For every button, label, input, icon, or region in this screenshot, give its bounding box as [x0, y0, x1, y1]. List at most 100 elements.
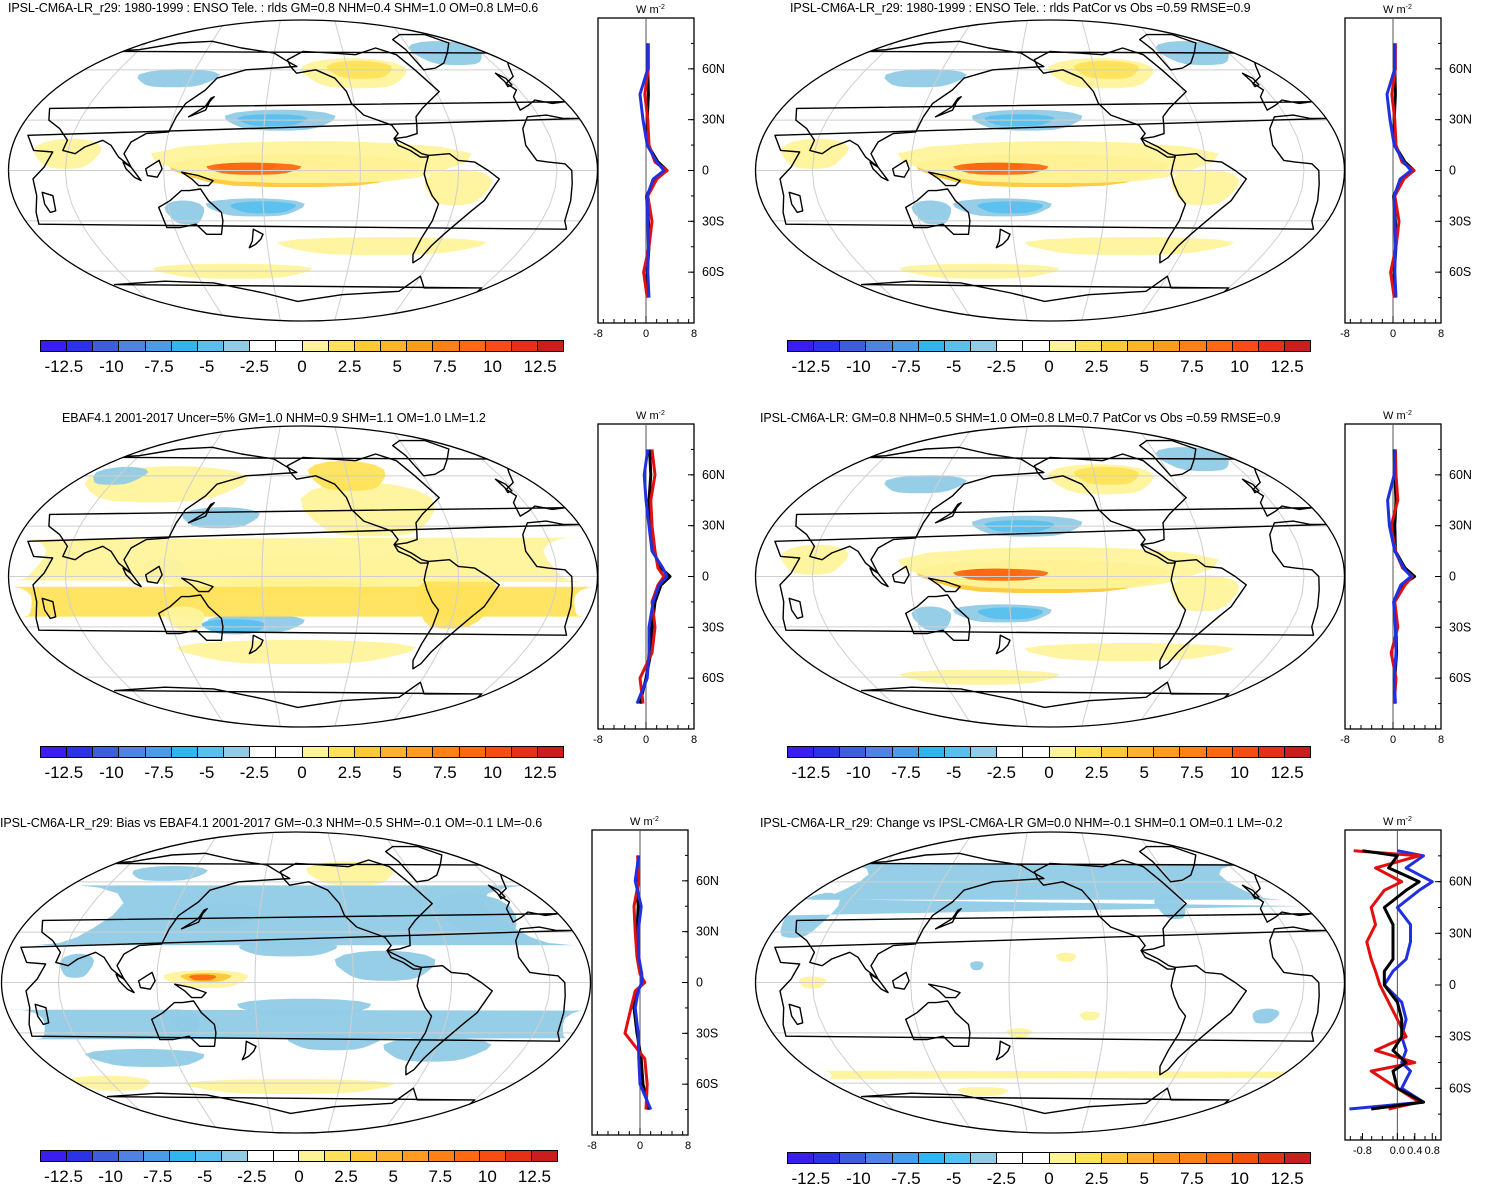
coastline-north-america [286, 453, 440, 546]
colorbar-box [119, 747, 146, 757]
colorbar-label: -2.5 [986, 763, 1017, 782]
colorbar-label: -10 [98, 1167, 123, 1186]
anomaly-patch [953, 568, 1049, 581]
meridian [1008, 19, 1028, 322]
meridian [910, 831, 974, 1134]
zonal-mean-plot: W m-2 60N 30N 0 30S 60S -8 0 8 [1340, 410, 1472, 746]
meridian [811, 425, 920, 728]
colorbar-box [224, 747, 251, 757]
colorbar-box [1075, 1153, 1102, 1163]
coastline-madagascar [788, 1003, 804, 1026]
x-tick-label: -8 [587, 1140, 597, 1152]
anomaly-patch [11, 586, 595, 617]
colorbar-box [1075, 341, 1102, 351]
zonal-mean-plot: W m-2 60N 30N 0 30S 60S -8 0 8 [593, 4, 725, 340]
colorbar-box [197, 747, 225, 757]
colorbar-labels: -12.5 -10 -7.5 -5 -2.5 0 2.5 5 7.5 10 12.5 [787, 758, 1311, 782]
map-body [755, 19, 1345, 322]
colorbar-box [250, 747, 277, 757]
colorbar-box [402, 1151, 429, 1161]
meridian [334, 19, 361, 322]
colorbar-box [892, 341, 919, 351]
colorbar-label: -10 [846, 763, 871, 782]
coastline-uk [487, 884, 506, 900]
zonal-mean-plot: W m-2 60N 30N 0 30S 60S -8 0 8 [593, 410, 725, 746]
colorbar-box [328, 747, 355, 757]
units-label: W m-2 [636, 4, 665, 16]
colorbar-box [433, 341, 460, 351]
series-line-blue [633, 855, 653, 1111]
colorbar-box [1232, 1153, 1259, 1163]
colorbar-box [1154, 1153, 1181, 1163]
colorbar-box [428, 1151, 455, 1161]
coastline-borneo [145, 565, 163, 584]
colorbar-box [1023, 747, 1050, 757]
meridian [1008, 831, 1028, 1134]
colorbar-box [376, 1151, 403, 1161]
graticule [755, 831, 1345, 1134]
coastline-uk [494, 478, 513, 494]
colorbar-label: 0 [1044, 1169, 1054, 1188]
colorbar-box [454, 1151, 481, 1161]
colorbar-label: 7.5 [433, 357, 457, 376]
colorbar-label: -2.5 [239, 763, 270, 782]
anomaly-patch [424, 169, 493, 206]
colorbar-box [944, 1153, 972, 1163]
colorbar-label: -7.5 [891, 1169, 921, 1188]
lat-tick-label: 0 [702, 570, 709, 584]
coastline-eurasia [41, 852, 560, 980]
colorbar-box [407, 341, 434, 351]
colorbar-label: 5 [392, 763, 402, 782]
colorbar-label: 2.5 [337, 763, 362, 782]
colorbar-box [171, 341, 198, 351]
panel-model-r29-enso: IPSL-CM6A-LR_r29: 1980-1999 : ENSO Tele.… [0, 0, 744, 395]
coastline-borneo [145, 159, 163, 178]
coastline-sumatra [122, 567, 142, 588]
coastline-greenland [385, 845, 443, 883]
coastline-eurasia [795, 852, 1314, 980]
coastline-new-guinea [928, 171, 961, 187]
colorbar-box [1206, 341, 1233, 351]
world-map [7, 19, 599, 322]
graticule [8, 425, 598, 728]
coastline-uk [1241, 884, 1260, 900]
series-line-blue [1349, 849, 1434, 1111]
zonal-frame [1344, 829, 1442, 1141]
colorbar-box [788, 1153, 815, 1163]
world-map [7, 425, 599, 728]
lat-tick-label: 0 [702, 164, 709, 178]
colorbar-box [171, 747, 198, 757]
panel-title: IPSL-CM6A-LR_r29: 1980-1999 : ENSO Tele.… [790, 1, 1251, 15]
colorbar-label: 12.5 [1270, 763, 1304, 782]
colorbar-label: 5 [1139, 1169, 1149, 1188]
colorbar-label: 12.5 [523, 357, 557, 376]
colorbar-box [250, 341, 277, 351]
lat-tick-label: 30N [702, 113, 725, 127]
x-tick-label: 8 [685, 1140, 691, 1152]
meridian [910, 19, 974, 322]
colorbar-box [840, 747, 867, 757]
map-body [8, 19, 598, 322]
coastline-eurasia [795, 40, 1314, 168]
colorbar-label: -7.5 [891, 763, 921, 782]
x-tick-label: 8 [691, 734, 697, 746]
coastline-africa [774, 114, 1327, 230]
panel-model-ensemble: IPSL-CM6A-LR: GM=0.8 NHM=0.5 SHM=1.0 OM=… [744, 400, 1488, 795]
colorbar-box [892, 1153, 919, 1163]
colorbar-box [814, 747, 841, 757]
series-line-blue [1386, 449, 1413, 704]
coastline-sumatra [869, 973, 889, 994]
coastline-madagascar [788, 597, 804, 620]
colorbar-box [944, 341, 972, 351]
x-tick-label: 0.8 [1425, 1145, 1440, 1157]
panel-change-vs-ensemble: IPSL-CM6A-LR_r29: Change vs IPSL-CM6A-LR… [744, 800, 1488, 1188]
x-tick-label: 0 [643, 328, 649, 340]
colorbar-boxes [787, 746, 1311, 758]
colorbar-label: 5 [1139, 357, 1149, 376]
colorbar-label: 0 [297, 763, 307, 782]
anomaly-patch [175, 640, 416, 664]
coastline-antarctica [860, 1087, 1230, 1131]
colorbar-box [1101, 747, 1129, 757]
colorbar-box [788, 341, 815, 351]
colorbar-box [459, 341, 486, 351]
